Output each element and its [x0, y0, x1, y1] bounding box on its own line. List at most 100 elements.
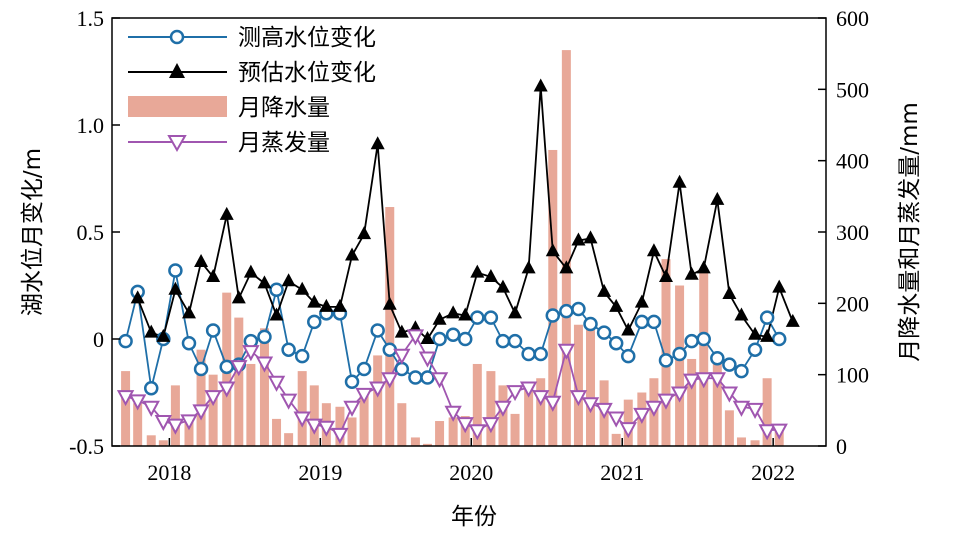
evaporation-point: [482, 417, 500, 434]
y-axis-title-left: 湖水位月变化/m: [20, 148, 46, 316]
estimated-level-point: [571, 232, 586, 246]
precipitation-bar: [712, 358, 722, 446]
precipitation-bar: [234, 317, 244, 446]
tick-marks: -0.5 0 0.5 1.0 1.5 0 100 200 300 400 500 600 2018 201…: [69, 6, 869, 485]
evaporation-point: [255, 356, 274, 373]
evaporation-point: [430, 372, 449, 389]
precipitation-bar: [170, 385, 180, 446]
estimated-level-point: [370, 136, 385, 150]
y-tick-label-right: 400: [836, 149, 869, 174]
precipitation-bar: [750, 440, 760, 446]
precipitation-bar: [121, 371, 131, 446]
measured-level-point: [759, 310, 775, 325]
measured-level-point: [710, 351, 725, 366]
measured-level-point: [432, 331, 447, 347]
estimated-level-point: [785, 313, 800, 327]
evaporation-point: [581, 397, 600, 414]
evaporation-point: [369, 381, 387, 398]
evaporation-point: [343, 400, 361, 417]
precipitation-bar: [611, 433, 621, 446]
estimated-level-point: [545, 243, 560, 257]
precipitation-bar: [335, 406, 345, 446]
estimated-level-point: [168, 281, 183, 295]
precipitation-bar: [573, 324, 583, 446]
evaporation-point: [331, 427, 349, 444]
precipitation-bar: [736, 437, 746, 446]
evaporation-point: [267, 375, 286, 392]
measured-level-point: [470, 310, 485, 325]
precipitation-bar: [196, 349, 206, 446]
measured-level-point: [457, 331, 473, 347]
evaporation-point: [355, 387, 373, 405]
estimated-level-point: [130, 290, 145, 304]
measured-level-point: [257, 329, 272, 345]
estimated-level-point: [734, 307, 749, 321]
evaporation-point: [569, 390, 588, 407]
evaporation-point: [305, 418, 323, 435]
evaporation-point: [544, 395, 562, 412]
estimated-level-point: [521, 260, 536, 274]
evaporation-point: [708, 372, 726, 389]
estimated-level-point: [345, 247, 360, 261]
measured-level-point: [193, 361, 209, 377]
evaporation-point: [317, 420, 336, 437]
estimated-level-point: [194, 253, 209, 267]
estimated-level-point: [684, 266, 699, 280]
estimated-level-point: [583, 230, 598, 244]
estimated-level-point: [470, 264, 485, 278]
evaporation-point: [154, 415, 172, 432]
measured-level-point: [143, 380, 159, 396]
evaporation-point: [166, 418, 185, 435]
y-tick-label-left: 0.5: [77, 220, 105, 245]
estimated-level-point: [495, 279, 510, 293]
evaporation-point: [557, 343, 576, 360]
y-tick-label-left: 1.0: [77, 113, 105, 138]
y-tick-label-right: 500: [836, 77, 869, 102]
precipitation-bar: [208, 374, 218, 446]
estimated-level-point: [319, 298, 334, 312]
evaporation-point: [418, 351, 437, 368]
x-axis-title: 年份: [451, 504, 497, 530]
precipitation-bar: [422, 443, 432, 446]
legend-precipitation-swatch: [128, 96, 227, 117]
measured-level-point: [646, 314, 662, 330]
evaporation-point: [293, 411, 311, 428]
measured-level-point: [356, 361, 372, 377]
x-tick-label: 2022: [751, 460, 795, 485]
precipitation-bar: [373, 355, 383, 446]
x-tick-label: 2021: [600, 460, 644, 485]
measured-level-point: [483, 310, 499, 325]
precipitation-bar: [536, 378, 546, 446]
precipitation-bar: [309, 385, 319, 446]
measured-level-point: [571, 301, 586, 317]
estimated-level-point: [597, 283, 612, 297]
precipitation-bar: [297, 371, 307, 446]
evaporation-point: [494, 400, 512, 417]
y-tick-label-left: 0: [93, 327, 104, 352]
evaporation-point: [682, 373, 701, 390]
precipitation-bar: [586, 326, 596, 446]
precipitation-bar: [687, 358, 697, 446]
measured-level-point: [281, 342, 296, 357]
measured-level-point: [269, 282, 284, 298]
evaporation-point: [607, 411, 625, 428]
measured-level-point: [370, 323, 385, 338]
evaporation-point: [180, 414, 198, 431]
measured-level-point: [533, 346, 548, 362]
evaporation-point: [532, 390, 550, 407]
estimated-level-point: [156, 328, 171, 342]
evaporation-point: [444, 405, 462, 422]
y-axis-title-right: 月降水量和月蒸发量/mm: [897, 102, 923, 362]
estimated-level-point: [332, 298, 347, 312]
measured-level-point: [747, 342, 763, 357]
measured-level-point: [722, 357, 737, 372]
estimated-level-point: [634, 294, 649, 308]
legend-precipitation-label: 月降水量: [238, 95, 330, 121]
estimated-level-point: [508, 305, 523, 319]
y-tick-label-right: 100: [836, 363, 869, 388]
precipitation-bar: [548, 149, 558, 446]
evaporation-point: [619, 422, 637, 439]
evaporation-point: [406, 329, 425, 346]
precipitation-bar: [448, 417, 458, 446]
evaporation-point: [128, 394, 147, 411]
